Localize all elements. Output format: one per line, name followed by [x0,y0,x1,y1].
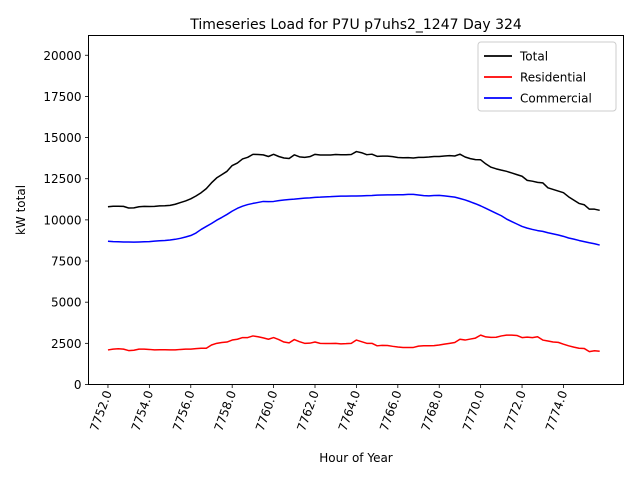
legend: Total Residential Commercial [477,41,617,112]
x-axis-title: Hour of Year [319,451,393,465]
legend-label-residential: Residential [520,71,586,85]
x-tick-label: 7756.0 [170,389,198,433]
x-tick-label: 7764.0 [336,389,364,433]
y-tick-label: 5000 [51,296,82,310]
y-tick-label: 2500 [51,337,82,351]
y-tick-label: 15000 [43,131,81,145]
legend-label-commercial: Commercial [520,92,592,106]
x-tick-label: 7762.0 [294,389,322,433]
series-line-total [107,150,600,212]
x-tick-label: 7752.0 [87,389,115,433]
y-tick-label: 20000 [43,49,81,63]
plot-frame [88,35,624,385]
series-line-commercial [107,193,600,246]
y-tick-label: 0 [74,378,82,392]
plot-lines [107,150,600,353]
y-axis-title: kW total [14,185,28,235]
x-axis-ticks: 7752.0 7754.0 7756.0 7758.0 7760.0 7762.0 7764… [87,384,571,433]
x-tick-label: 7770.0 [460,389,488,433]
y-tick-label: 7500 [51,255,82,269]
x-tick-label: 7768.0 [418,389,446,433]
x-tick-label: 7754.0 [129,389,157,433]
series-line-residential [107,334,600,353]
legend-box [477,41,617,112]
x-tick-label: 7772.0 [501,389,529,433]
y-tick-label: 10000 [43,213,81,227]
x-tick-label: 7766.0 [377,389,405,433]
x-tick-label: 7774.0 [543,389,571,433]
y-axis-ticks: 0 2500 5000 7500 10000 12500 15000 17500 20000 [43,49,89,392]
y-tick-label: 12500 [43,172,81,186]
legend-label-total: Total [519,50,548,64]
x-tick-label: 7758.0 [211,389,239,433]
y-tick-label: 17500 [43,90,81,104]
x-tick-label: 7760.0 [253,389,281,433]
chart-title: Timeseries Load for P7U p7uhs2_1247 Day … [189,17,522,33]
